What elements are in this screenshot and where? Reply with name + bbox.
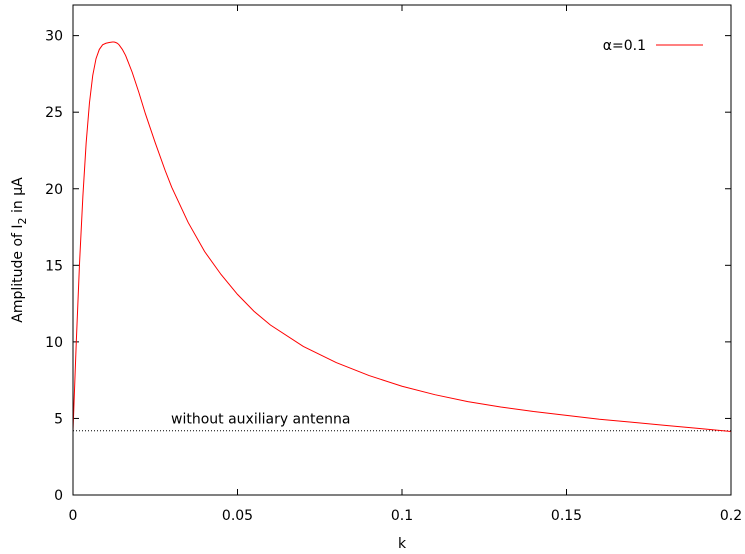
x-axis-ticks: 0 0.05 0.1 0.15 0.2 xyxy=(69,5,742,524)
legend-label: α=0.1 xyxy=(603,38,646,54)
x-tick-label: 0.05 xyxy=(222,508,253,524)
plot-frame xyxy=(72,4,732,496)
x-axis-label: k xyxy=(398,536,407,552)
legend: α=0.1 xyxy=(603,38,703,54)
series-line-alpha xyxy=(72,41,732,432)
x-tick-label: 0.2 xyxy=(720,508,742,524)
x-tick-label: 0.15 xyxy=(551,508,582,524)
y-tick-label: 30 xyxy=(45,29,63,45)
y-tick-label: 25 xyxy=(45,105,63,121)
y-tick-label: 20 xyxy=(45,182,63,198)
y-tick-label: 5 xyxy=(54,411,63,427)
y-axis-label: Amplitude of I2 in μA xyxy=(10,177,29,323)
x-tick-label: 0.1 xyxy=(391,508,413,524)
y-axis-label-subscript: 2 xyxy=(16,217,29,224)
y-tick-label: 15 xyxy=(45,258,63,274)
reference-line-label: without auxiliary antenna xyxy=(171,412,350,428)
y-tick-label: 0 xyxy=(54,488,63,504)
y-axis-label-main: Amplitude of I xyxy=(10,224,26,322)
y-tick-label: 10 xyxy=(45,335,63,351)
x-tick-label: 0 xyxy=(69,508,78,524)
y-axis-ticks: 0 5 10 15 20 25 30 xyxy=(45,29,731,504)
y-axis-label-tail: in μA xyxy=(10,177,26,218)
